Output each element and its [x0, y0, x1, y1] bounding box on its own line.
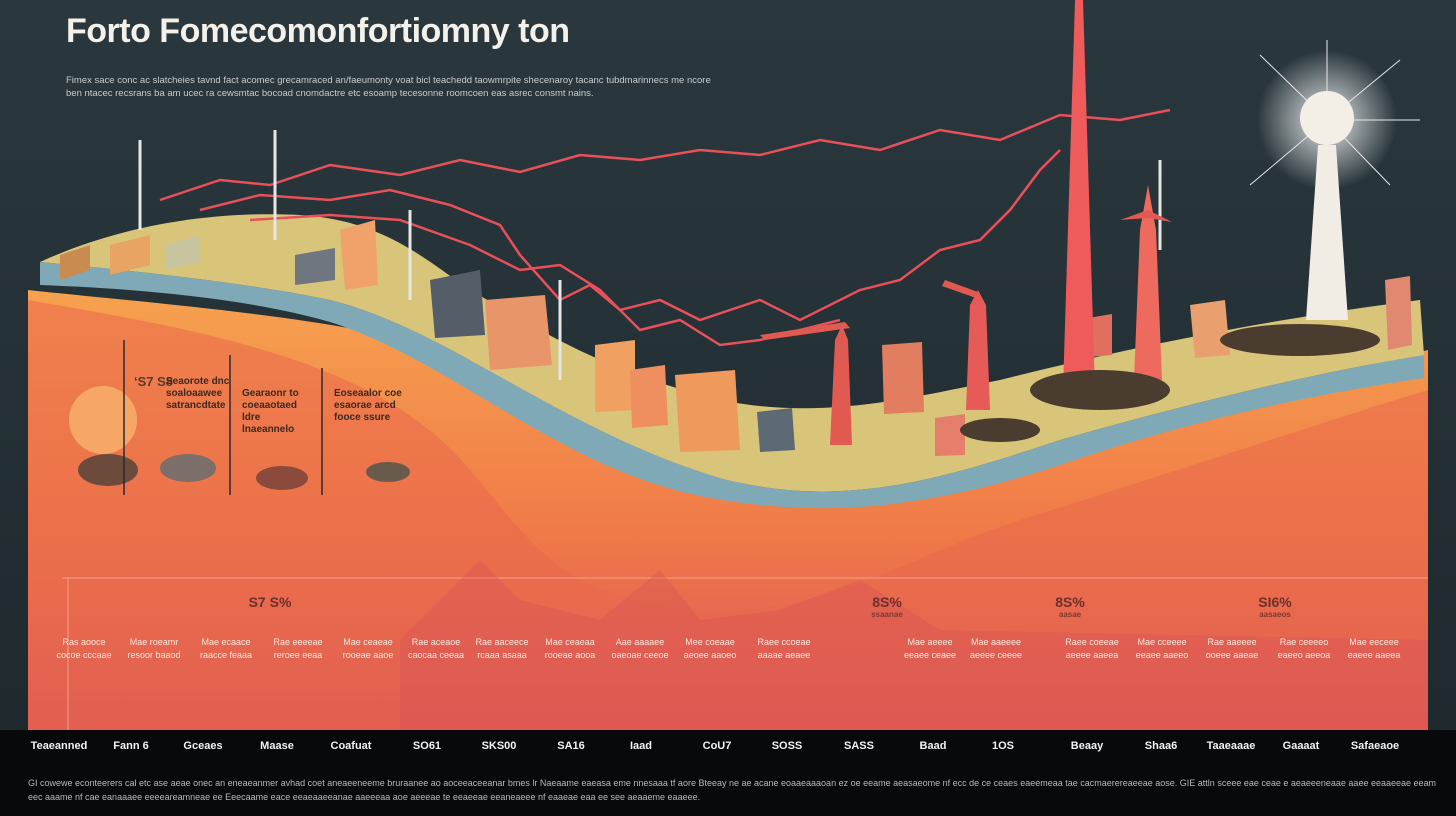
column-note: Mae aeeee eeaee ceaee: [903, 637, 957, 660]
percentage-3-sub: aasae: [1058, 610, 1082, 619]
callout-1-num: ‘S7 S8: [134, 374, 174, 389]
column-note: Ras aooce cocoe cccaae: [56, 637, 112, 660]
sun-orb: [1300, 91, 1354, 145]
column-note: Rae aaeeee ooeee aaeae: [1205, 637, 1259, 660]
percentage-1: S7 S%: [240, 594, 300, 610]
percentage-1-value: S7 S%: [248, 594, 292, 610]
bottom-label: Teaeanned: [30, 740, 88, 752]
column-note: Rae eeeeae reroee eeaa: [273, 637, 323, 660]
figure-clusters: [78, 324, 1380, 490]
percentage-3-value: 8S%: [1055, 594, 1085, 610]
percentage-4-value: SI6%: [1258, 594, 1292, 610]
footer-text: GI cowewe econteerers cal etc ase aeae o…: [28, 778, 1437, 802]
column-note: Mae ceaeae rooeae aaoe: [342, 637, 394, 660]
bottom-label: Safaeaoe: [1350, 740, 1400, 752]
column-note: Rae aaceece rcaaa asaaa: [475, 637, 529, 660]
lower-chart-frame: [62, 577, 1428, 730]
column-note: Raee ccoeae aaaae aeaee: [757, 637, 811, 660]
column-note: Rae ceeeeo eaeeo aeeoa: [1277, 637, 1331, 660]
callout-3: Eoseaalor coe esaorae arcd fooce ssure: [334, 388, 402, 423]
chimney-towers: [830, 0, 1162, 445]
callout-2: Gearaonr to coeaaotaed ldre lnaeannelo: [242, 388, 299, 435]
bottom-label: Coafuat: [330, 740, 372, 752]
bottom-label: SOSS: [771, 740, 803, 752]
percentage-2: 8S% ssaanae: [857, 594, 917, 619]
bottom-label: Gceaes: [183, 740, 223, 752]
buildings: [60, 220, 1412, 456]
column-note: Mae cceeee eeaee aaeeo: [1135, 637, 1189, 660]
lighthouse: [1306, 145, 1348, 320]
bottom-label: Baad: [919, 740, 947, 752]
column-note: Mae ceaeaa rooeae aooa: [544, 637, 596, 660]
bottom-label: SKS00: [481, 740, 517, 752]
percentage-4-sub: aasaeos: [1259, 610, 1291, 619]
column-note: Mae eeceee eaeee aaeea: [1347, 637, 1401, 660]
antennas: [138, 130, 1162, 380]
left-sun: [69, 386, 137, 454]
column-note: Aae aaaaee oaeoae ceeoe: [611, 637, 669, 660]
platform-edge: [40, 262, 1424, 509]
callout-1: ‘S7 S8 Seaorote dnc soaloaawee satrancdt…: [134, 374, 256, 412]
percentage-2-sub: ssaanae: [871, 610, 903, 619]
lower-silhouette: [400, 560, 1428, 730]
platform-top: [40, 214, 1424, 492]
tower-blades: [760, 210, 1172, 340]
column-note: Raee coeeae aeeee aaeea: [1065, 637, 1119, 660]
column-note: Mae roeamr resoor baaod: [127, 637, 181, 660]
page-title: Forto Fomecomonfortiomny ton: [66, 12, 570, 50]
bottom-label: Fann 6: [113, 740, 149, 752]
bottom-label: Taaeaaae: [1206, 740, 1256, 752]
percentage-4: SI6% aasaeos: [1245, 594, 1305, 619]
bottom-label: SO61: [412, 740, 442, 752]
page-subtitle: Fimex sace conc ac slatcheies tavnd fact…: [66, 75, 711, 99]
bottom-label: Iaad: [629, 740, 652, 752]
bottom-label: SA16: [557, 740, 585, 752]
bottom-label: Beaay: [1070, 740, 1104, 752]
bottom-label: SASS: [844, 740, 874, 752]
bottom-label: CoU7: [702, 740, 732, 752]
bottom-label: 1OS: [991, 740, 1014, 752]
column-note: Mee coeaae aeoee aaoeo: [683, 637, 737, 660]
column-note: Mae aaeeee aeeee ceeee: [969, 637, 1023, 660]
percentage-3: 8S% aasae: [1040, 594, 1100, 619]
percentage-2-value: 8S%: [872, 594, 902, 610]
trend-lines: [159, 108, 1171, 347]
callout-lines: [123, 340, 323, 495]
bottom-label: Shaa6: [1144, 740, 1178, 752]
bottom-label: Gaaaat: [1282, 740, 1320, 752]
ground-fold: [28, 300, 1428, 730]
bottom-label: Maase: [260, 740, 294, 752]
column-note: Mae ecaace raacce feaaa: [199, 637, 253, 660]
bottom-band: [0, 730, 1456, 816]
callout-1-text: Seaorote dnc soaloaawee satrancdtate: [166, 376, 230, 411]
column-note: Rae aceaoe caocaa ceeaa: [407, 637, 465, 660]
